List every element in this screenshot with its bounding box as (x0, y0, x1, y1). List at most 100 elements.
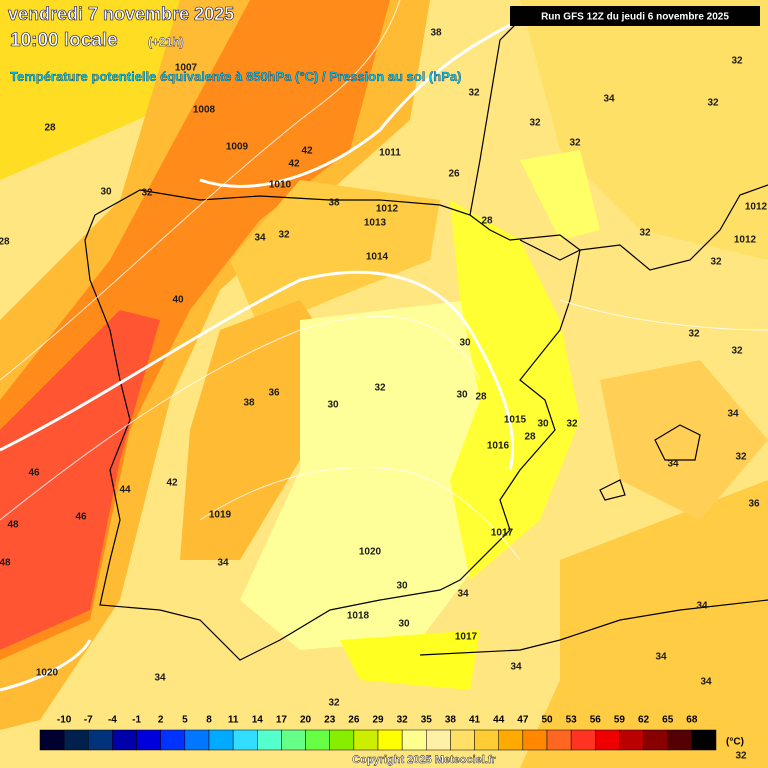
map-label: 32 (735, 452, 747, 463)
colorbar-swatch (401, 729, 427, 751)
map-label: 46 (28, 468, 40, 479)
colorbar-swatch (619, 729, 644, 751)
map-label: 1011 (379, 148, 401, 159)
map-label: 26 (448, 169, 460, 180)
map-label: 1012 (376, 204, 399, 215)
colorbar-tick-label: 35 (421, 715, 433, 726)
map-label: 32 (566, 419, 578, 430)
colorbar-swatch (329, 729, 355, 751)
map-label: 42 (288, 159, 300, 170)
colorbar-tick-label: -1 (132, 715, 141, 726)
colorbar-swatch (88, 729, 113, 751)
map-label: 1008 (193, 105, 216, 116)
colorbar-tick-label: 44 (493, 715, 505, 726)
map-label: 34 (727, 409, 739, 420)
map-label: 32 (710, 257, 722, 268)
map-label: 32 (141, 188, 153, 199)
map-label: 38 (243, 398, 255, 409)
colorbar-swatch (112, 729, 137, 751)
copyright: Copyright 2025 Meteociel.fr (352, 754, 496, 766)
colorbar-tick-label: 29 (372, 715, 384, 726)
map-label: 34 (696, 601, 708, 612)
colorbar-tick-label: 8 (206, 715, 212, 726)
colorbar-tick-label: 53 (566, 715, 578, 726)
lead-time: (+21h) (148, 35, 184, 49)
map-label: 48 (7, 520, 19, 531)
map-label: 32 (468, 88, 480, 99)
map-label: 1020 (359, 547, 382, 558)
map-label: 30 (537, 419, 549, 430)
map-label: 1019 (209, 510, 232, 521)
map-label: 1016 (487, 441, 510, 452)
map-label: 1017 (455, 632, 478, 643)
map-label: 1007 (175, 63, 198, 74)
colorbar-swatch (281, 729, 306, 751)
colorbar-swatch (208, 729, 234, 751)
map-label: 1015 (504, 415, 527, 426)
map-label: 32 (569, 138, 581, 149)
map-label: 40 (172, 295, 184, 306)
colorbar-tick-label: 26 (348, 715, 360, 726)
map-label: 30 (100, 187, 112, 198)
map-label: 32 (529, 118, 541, 129)
colorbar-swatch (570, 729, 596, 751)
run-info: Run GFS 12Z du jeudi 6 novembre 2025 (541, 12, 729, 23)
colorbar-swatch (667, 729, 693, 751)
map-label: 28 (524, 432, 536, 443)
map-label: 36 (268, 388, 280, 399)
colorbar-swatch (546, 729, 572, 751)
map-label: 32 (688, 329, 700, 340)
map-label: 42 (301, 146, 313, 157)
colorbar-swatch (136, 729, 161, 751)
map-label: 28 (475, 392, 487, 403)
map-label: 1012 (745, 202, 768, 213)
map-label: 32 (731, 346, 743, 357)
colorbar: -10 -7 -4 -1 2 5 8 11 14 17 20 23 26 29 32 35 38 41 44 47 50… (39, 715, 717, 751)
map-label: 30 (398, 619, 410, 630)
run-box (510, 6, 760, 26)
local-time: 10:00 locale (10, 30, 118, 51)
map-label: 34 (254, 233, 266, 244)
colorbar-unit: (°C) (726, 737, 744, 748)
map-label: 32 (278, 230, 290, 241)
isobars-minor (0, 0, 768, 561)
colorbar-swatch (522, 729, 548, 751)
map-label: 1013 (364, 218, 387, 229)
colorbar-tick-label: -4 (108, 715, 117, 726)
map-label: 34 (154, 673, 166, 684)
colorbar-swatch (595, 729, 620, 751)
colorbar-swatch (257, 729, 282, 751)
colorbar-swatch (39, 729, 65, 751)
map-label: 34 (510, 662, 522, 673)
map-label: 38 (430, 28, 442, 39)
map-label: 32 (328, 698, 340, 709)
colorbar-swatch (63, 729, 89, 751)
colorbar-tick-label: -7 (84, 715, 93, 726)
map-label: 1009 (226, 142, 249, 153)
colorbar-tick-label: 50 (541, 715, 553, 726)
colorbar-tick-label: 5 (182, 715, 188, 726)
colorbar-swatch (450, 729, 475, 751)
colorbar-swatch (643, 729, 668, 751)
colorbar-tick-label: 41 (469, 715, 481, 726)
colorbar-tick-label: -10 (57, 715, 72, 726)
map-label: 1017 (491, 528, 514, 539)
map-label: 32 (707, 98, 719, 109)
colorbar-tick-label: 65 (662, 715, 674, 726)
map-label: 32 (374, 383, 386, 394)
map-label: 30 (459, 338, 471, 349)
coastlines (84, 19, 768, 661)
colorbar-tick-label: 2 (158, 715, 164, 726)
colorbar-tick-label: 20 (300, 715, 312, 726)
date: vendredi 7 novembre 2025 (8, 4, 234, 24)
colorbar-swatch (498, 729, 524, 751)
map-label: 32 (639, 228, 651, 239)
map-label: 34 (700, 677, 712, 688)
colorbar-tick-label: 62 (638, 715, 650, 726)
colorbar-tick-label: 59 (614, 715, 626, 726)
colorbar-swatch (353, 729, 379, 751)
subtitle: Température potentielle équivalente à 85… (10, 69, 461, 84)
map-label: 46 (75, 512, 87, 523)
